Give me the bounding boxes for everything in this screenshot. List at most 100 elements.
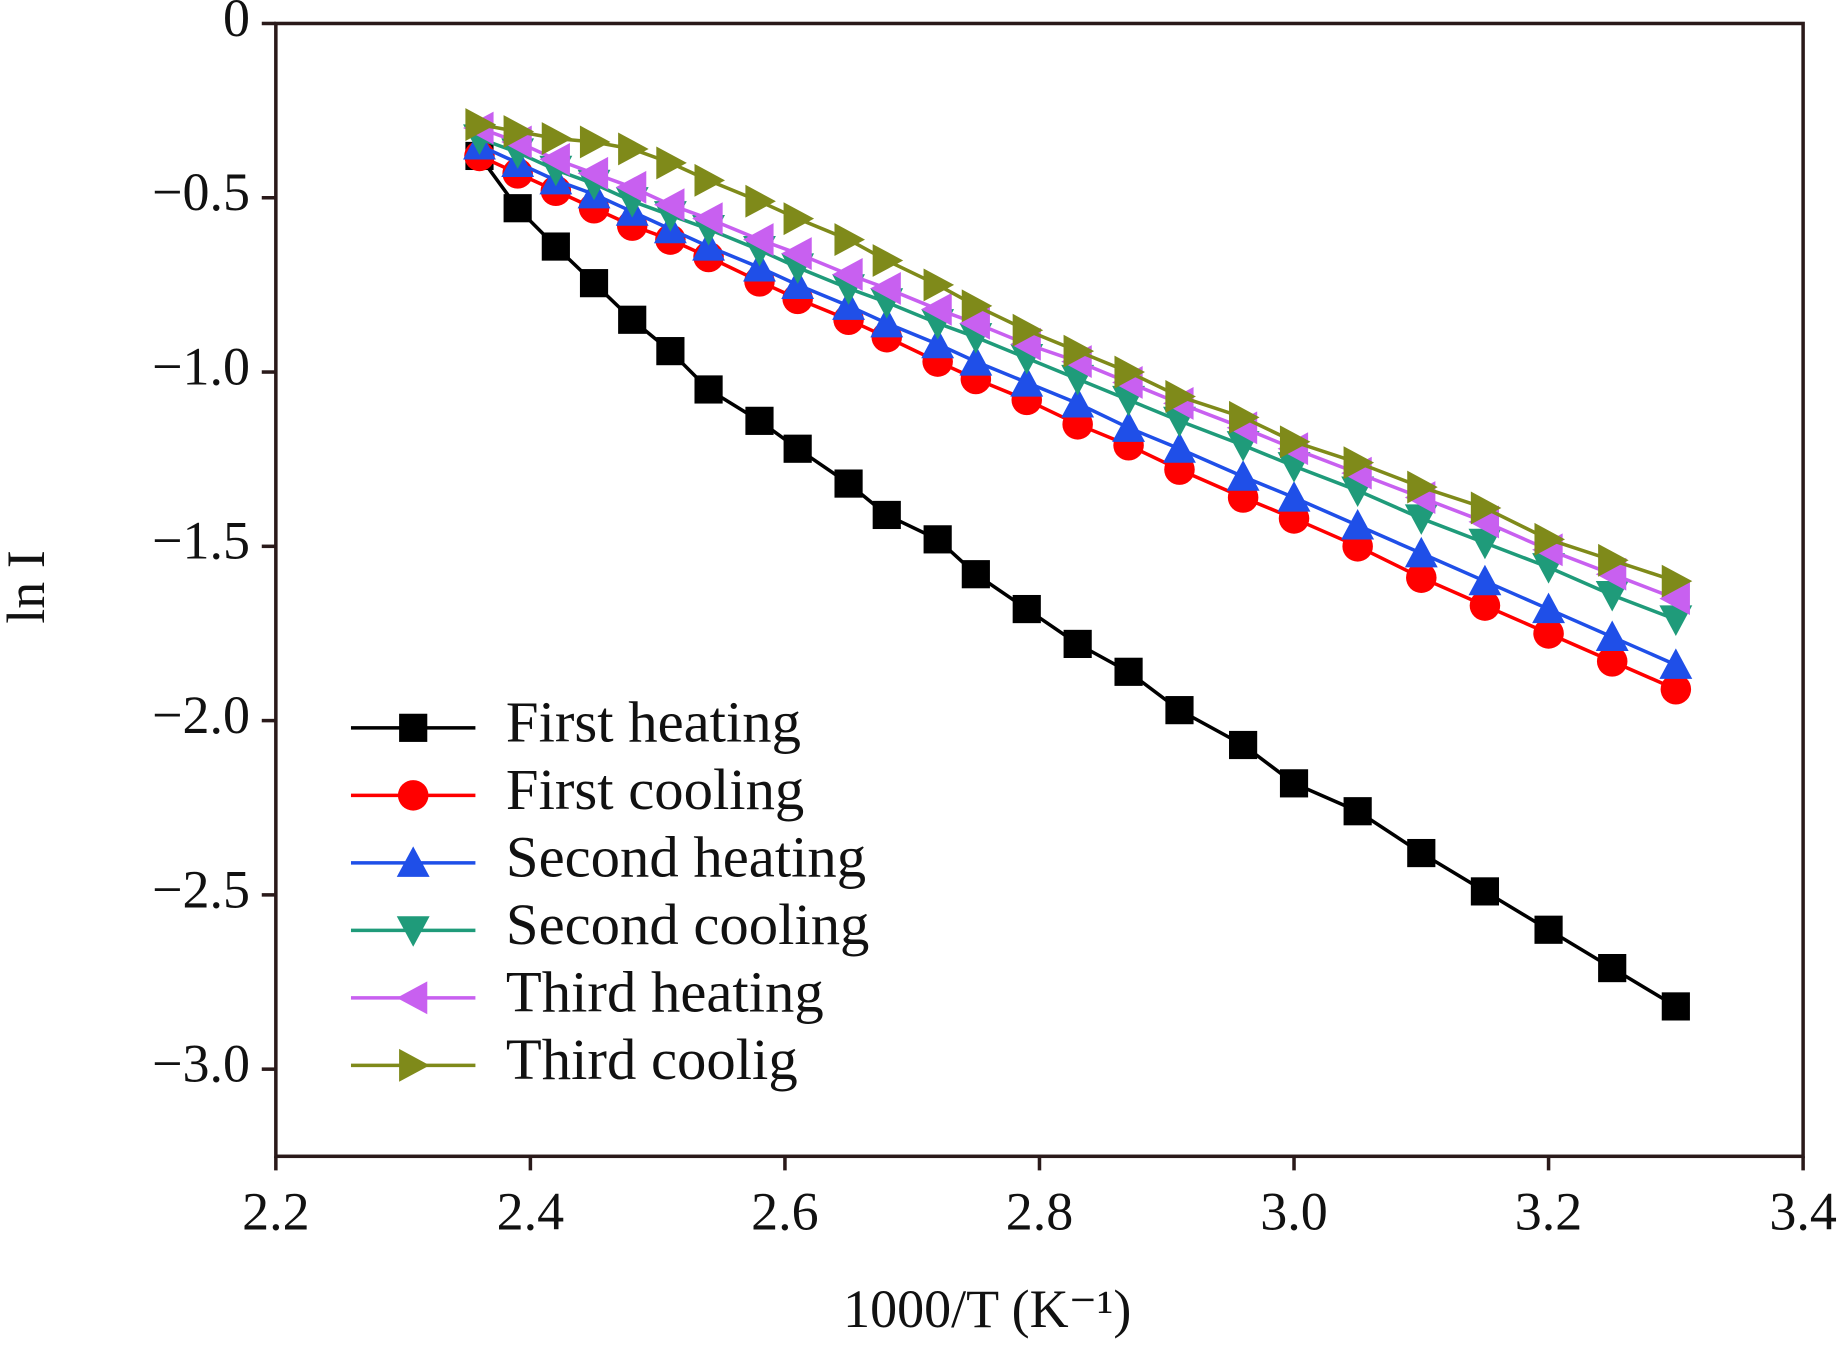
marker	[1406, 562, 1437, 593]
marker	[783, 202, 815, 236]
marker	[1226, 460, 1260, 491]
y-tick-label: −0.5	[152, 162, 250, 222]
marker	[1165, 696, 1194, 725]
marker	[1660, 673, 1692, 705]
marker	[1659, 582, 1690, 616]
marker	[656, 337, 685, 366]
x-tick-label: 2.4	[497, 1182, 564, 1242]
marker	[618, 305, 647, 334]
marker	[615, 170, 647, 204]
marker	[1595, 557, 1627, 591]
marker	[1114, 657, 1143, 686]
y-tick-label: −1.0	[152, 336, 250, 396]
marker	[539, 142, 570, 176]
marker	[1469, 590, 1501, 621]
marker	[1343, 446, 1375, 480]
marker	[1343, 797, 1372, 826]
y-tick-label: −2.0	[152, 685, 250, 745]
marker	[1598, 543, 1629, 577]
legend-marker	[396, 846, 430, 877]
marker	[961, 289, 993, 323]
legend-marker	[399, 713, 428, 742]
marker	[1404, 536, 1438, 568]
marker	[1010, 327, 1041, 361]
marker	[781, 237, 812, 270]
y-tick-label: 0	[223, 0, 250, 48]
marker	[1534, 522, 1565, 556]
marker	[1470, 877, 1500, 906]
marker	[921, 327, 955, 359]
marker	[577, 156, 609, 190]
marker	[1595, 581, 1629, 612]
marker	[870, 271, 901, 305]
marker	[872, 244, 904, 277]
marker	[1659, 605, 1693, 636]
marker	[1407, 838, 1436, 868]
y-tick-label: −3.0	[152, 1034, 250, 1094]
legend-marker	[397, 780, 429, 811]
x-tick-label: 3.0	[1260, 1182, 1328, 1242]
marker	[1468, 505, 1500, 539]
marker	[541, 232, 570, 261]
marker	[1468, 564, 1502, 596]
y-axis-label: ln I	[0, 550, 56, 623]
marker	[832, 258, 863, 291]
marker	[1279, 769, 1309, 798]
marker	[1010, 366, 1044, 397]
marker	[783, 434, 812, 463]
marker	[1534, 915, 1563, 944]
marker	[961, 560, 990, 589]
legend-marker	[396, 981, 428, 1015]
marker	[694, 163, 726, 197]
marker	[1012, 313, 1044, 347]
marker	[1598, 953, 1627, 983]
marker	[923, 268, 955, 302]
marker	[1165, 380, 1196, 413]
legend-label: Third heating	[506, 959, 824, 1024]
marker	[1061, 386, 1095, 418]
x-tick-label: 2.2	[242, 1182, 310, 1242]
legend-label: Second heating	[506, 824, 866, 889]
marker	[1229, 400, 1260, 434]
marker	[503, 194, 532, 223]
marker	[1407, 470, 1438, 504]
marker	[1661, 564, 1693, 598]
legend-marker	[396, 916, 430, 947]
marker	[870, 306, 904, 338]
marker	[834, 223, 866, 257]
marker	[465, 108, 496, 141]
legend-label: First heating	[506, 689, 801, 754]
marker	[541, 122, 573, 155]
marker	[618, 132, 649, 166]
legend-label: Third coolig	[506, 1027, 798, 1092]
marker	[579, 269, 609, 298]
marker	[692, 202, 723, 236]
x-axis-label: 1000/T (K⁻¹)	[843, 1279, 1131, 1339]
marker	[1532, 592, 1565, 624]
marker	[1279, 425, 1311, 459]
legend-marker	[399, 1048, 430, 1082]
marker	[1341, 508, 1375, 540]
marker	[1596, 646, 1628, 677]
x-tick-label: 3.2	[1515, 1182, 1583, 1242]
marker	[579, 125, 611, 159]
marker	[745, 406, 774, 435]
marker	[503, 115, 535, 148]
marker	[1114, 355, 1146, 389]
marker	[1468, 528, 1502, 560]
marker	[1112, 411, 1146, 442]
x-tick-label: 3.4	[1769, 1182, 1837, 1242]
marker	[959, 306, 990, 340]
legend-label: First cooling	[506, 757, 804, 822]
marker	[834, 469, 863, 498]
legend-label: Second cooling	[506, 892, 869, 957]
marker	[1659, 648, 1693, 679]
marker	[1229, 730, 1258, 760]
marker	[1661, 992, 1690, 1021]
marker	[1163, 432, 1196, 463]
marker	[1533, 618, 1564, 649]
marker	[694, 375, 723, 404]
x-tick-label: 2.8	[1006, 1182, 1074, 1242]
